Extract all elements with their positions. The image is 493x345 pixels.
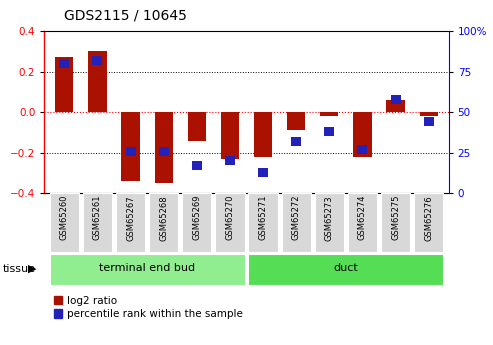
Text: GSM65275: GSM65275 [391, 195, 400, 240]
Bar [50, 193, 79, 252]
Bar [381, 193, 410, 252]
Bar [248, 193, 278, 252]
Text: GSM65260: GSM65260 [60, 195, 69, 240]
Bar [154, 112, 173, 183]
Bar [92, 56, 103, 65]
Bar [387, 100, 405, 112]
Bar [357, 145, 367, 154]
Text: GSM65267: GSM65267 [126, 195, 135, 240]
Text: GDS2115 / 10645: GDS2115 / 10645 [64, 8, 187, 22]
Bar [287, 112, 305, 130]
Bar [248, 254, 443, 285]
Bar [348, 193, 377, 252]
Bar [59, 59, 69, 68]
Text: duct: duct [334, 264, 358, 273]
Bar [254, 112, 272, 157]
Text: tissue: tissue [2, 264, 35, 274]
Legend: log2 ratio, percentile rank within the sample: log2 ratio, percentile rank within the s… [50, 292, 247, 323]
Bar [192, 161, 202, 170]
Text: GSM65271: GSM65271 [258, 195, 268, 240]
Text: GSM65268: GSM65268 [159, 195, 168, 240]
Text: GSM65276: GSM65276 [424, 195, 433, 240]
Bar [83, 193, 112, 252]
Bar [88, 51, 106, 112]
Bar [420, 112, 438, 116]
Bar [50, 254, 245, 285]
Bar [149, 193, 178, 252]
Bar [353, 112, 372, 157]
Bar [221, 112, 239, 159]
Bar [320, 112, 339, 116]
Bar [121, 112, 140, 181]
Bar [282, 193, 311, 252]
Text: GSM65261: GSM65261 [93, 195, 102, 240]
Bar [225, 156, 235, 165]
Bar [390, 95, 401, 103]
Bar [215, 193, 245, 252]
Bar [159, 147, 169, 156]
Text: GSM65270: GSM65270 [225, 195, 235, 240]
Bar [182, 193, 211, 252]
Bar [258, 168, 268, 177]
Bar [324, 127, 334, 136]
Text: GSM65272: GSM65272 [292, 195, 301, 240]
Text: terminal end bud: terminal end bud [99, 264, 195, 273]
Text: GSM65274: GSM65274 [358, 195, 367, 240]
Bar [424, 117, 434, 126]
Text: GSM65269: GSM65269 [192, 195, 201, 240]
Text: ▶: ▶ [28, 264, 36, 274]
Bar [414, 193, 443, 252]
Bar [315, 193, 344, 252]
Bar [291, 137, 301, 146]
Bar [188, 112, 206, 140]
Bar [116, 193, 145, 252]
Text: GSM65273: GSM65273 [325, 195, 334, 240]
Bar [55, 57, 73, 112]
Bar [126, 147, 136, 156]
